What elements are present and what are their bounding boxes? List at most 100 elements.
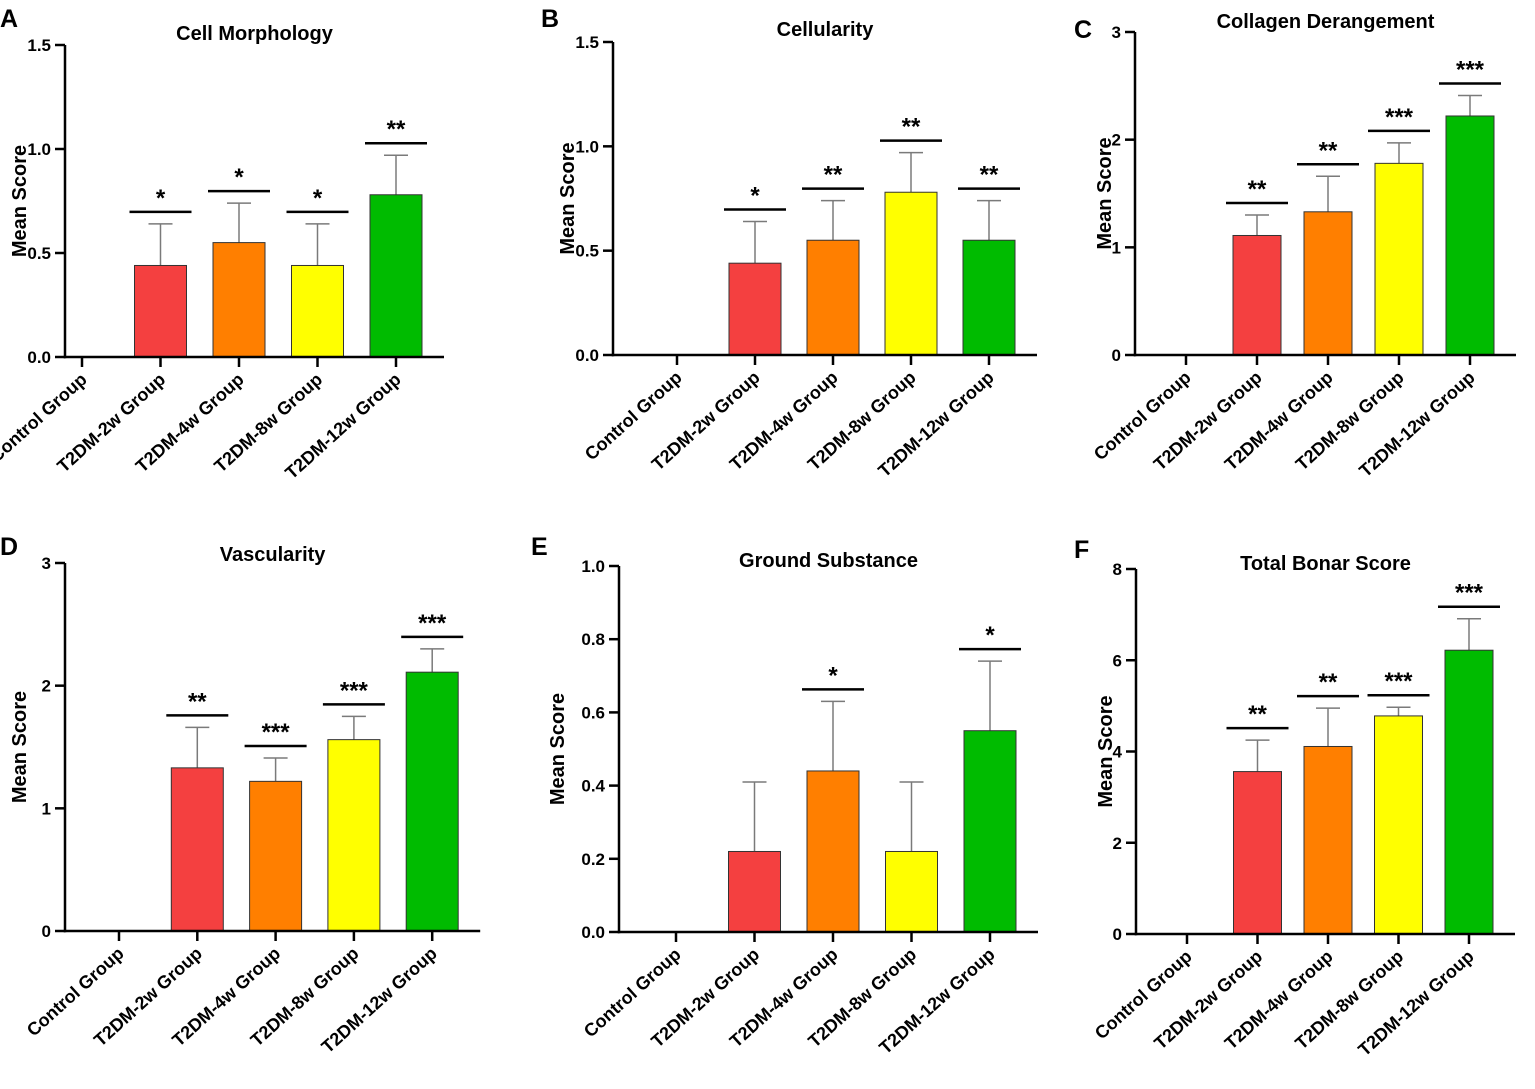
significance-mark: *** — [262, 719, 291, 746]
y-axis-label: Mean Score — [1094, 137, 1116, 249]
y-tick-label: 0.6 — [581, 703, 605, 722]
bar-t2dm-4w-group — [249, 780, 303, 932]
significance-mark: ** — [387, 116, 406, 143]
significance-mark: *** — [1455, 580, 1484, 607]
panel-letter: D — [0, 533, 18, 561]
y-tick-label: 0.0 — [581, 923, 605, 942]
bar-t2dm-2w-group — [134, 264, 187, 358]
x-tick-label: T2DM-12w Group — [1355, 367, 1478, 481]
y-tick-label: 2 — [1113, 834, 1122, 853]
bar-t2dm-12w-group — [405, 671, 459, 932]
y-tick-label: 3 — [1112, 23, 1121, 42]
significance-mark: * — [985, 622, 995, 649]
y-tick-label: 0 — [42, 922, 51, 941]
chart-title: Cellularity — [777, 19, 875, 41]
significance-mark: * — [828, 662, 838, 689]
panel-letter: B — [541, 5, 559, 33]
bar-t2dm-12w-group — [963, 730, 1017, 933]
significance-mark: ** — [1248, 701, 1267, 728]
chart-title: Cell Morphology — [176, 23, 334, 45]
y-tick-label: 1.0 — [581, 557, 605, 576]
panel-letter: A — [0, 5, 18, 33]
significance-mark: * — [156, 185, 166, 212]
y-axis-label: Mean Score — [557, 142, 579, 254]
significance-mark: *** — [1384, 668, 1413, 695]
bar-t2dm-2w-group — [1232, 234, 1282, 356]
bar-t2dm-4w-group — [212, 242, 266, 358]
significance-mark: ** — [1248, 176, 1267, 203]
bar-t2dm-12w-group — [962, 239, 1016, 356]
y-tick-label: 8 — [1113, 560, 1122, 579]
chart-title: Total Bonar Score — [1240, 553, 1411, 575]
panel-letter: C — [1074, 16, 1092, 44]
bar-t2dm-8w-group — [884, 191, 938, 356]
y-tick-label: 0.4 — [581, 777, 605, 796]
bar-t2dm-8w-group — [885, 850, 938, 933]
y-tick-label: 1.0 — [27, 140, 51, 159]
bar-t2dm-4w-group — [1303, 745, 1353, 935]
significance-mark: *** — [1385, 104, 1414, 131]
chart-title: Ground Substance — [739, 550, 918, 572]
panel-letter: E — [531, 533, 548, 561]
significance-mark: * — [234, 164, 244, 191]
y-tick-label: 1 — [1112, 238, 1121, 257]
y-axis-label: Mean Score — [9, 145, 31, 257]
panel-letter: F — [1074, 536, 1089, 564]
bar-t2dm-4w-group — [1303, 211, 1353, 356]
bar-t2dm-12w-group — [369, 194, 423, 358]
y-tick-label: 1.5 — [575, 33, 599, 52]
bar-t2dm-12w-group — [1445, 115, 1495, 356]
y-tick-label: 3 — [42, 554, 51, 573]
y-axis-label: Mean Score — [1095, 695, 1117, 807]
y-tick-label: 1.5 — [27, 36, 51, 55]
significance-mark: ** — [980, 162, 999, 189]
y-tick-label: 2 — [1112, 131, 1121, 150]
y-tick-label: 1 — [42, 799, 51, 818]
x-tick-label: T2DM-12w Group — [1354, 946, 1477, 1060]
significance-mark: *** — [418, 610, 447, 637]
significance-mark: *** — [1456, 57, 1485, 84]
chart-title: Collagen Derangement — [1217, 11, 1435, 33]
y-axis-label: Mean Score — [547, 693, 569, 805]
y-tick-label: 2 — [42, 677, 51, 696]
y-tick-label: 1.0 — [575, 137, 599, 156]
y-tick-label: 0.2 — [581, 850, 605, 869]
bar-t2dm-8w-group — [1374, 162, 1424, 356]
y-tick-label: 0 — [1112, 346, 1121, 365]
bar-t2dm-8w-group — [327, 739, 381, 932]
y-tick-label: 0.8 — [581, 630, 605, 649]
bar-t2dm-2w-group — [1233, 771, 1282, 935]
y-tick-label: 0 — [1113, 925, 1122, 944]
y-tick-label: 6 — [1113, 651, 1122, 670]
significance-mark: ** — [1319, 669, 1338, 696]
y-tick-label: 0.5 — [575, 242, 599, 261]
significance-mark: ** — [824, 162, 843, 189]
y-tick-label: 0.5 — [27, 244, 51, 263]
y-tick-label: 0.0 — [575, 346, 599, 365]
bar-t2dm-12w-group — [1444, 649, 1494, 935]
y-tick-label: 4 — [1113, 743, 1123, 762]
chart-title: Vascularity — [220, 544, 327, 566]
bar-t2dm-4w-group — [806, 770, 860, 933]
bar-t2dm-8w-group — [291, 264, 344, 358]
significance-mark: * — [750, 182, 760, 209]
bar-t2dm-4w-group — [806, 239, 860, 356]
y-axis-label: Mean Score — [9, 691, 31, 803]
significance-mark: ** — [188, 688, 207, 715]
significance-mark: * — [313, 185, 323, 212]
significance-mark: *** — [340, 677, 369, 704]
significance-mark: ** — [902, 114, 921, 141]
bar-t2dm-2w-group — [728, 262, 782, 356]
bar-t2dm-2w-group — [728, 850, 781, 933]
bar-t2dm-2w-group — [170, 767, 224, 932]
y-tick-label: 0.0 — [27, 348, 51, 367]
significance-mark: ** — [1319, 137, 1338, 164]
bar-t2dm-8w-group — [1374, 715, 1423, 935]
